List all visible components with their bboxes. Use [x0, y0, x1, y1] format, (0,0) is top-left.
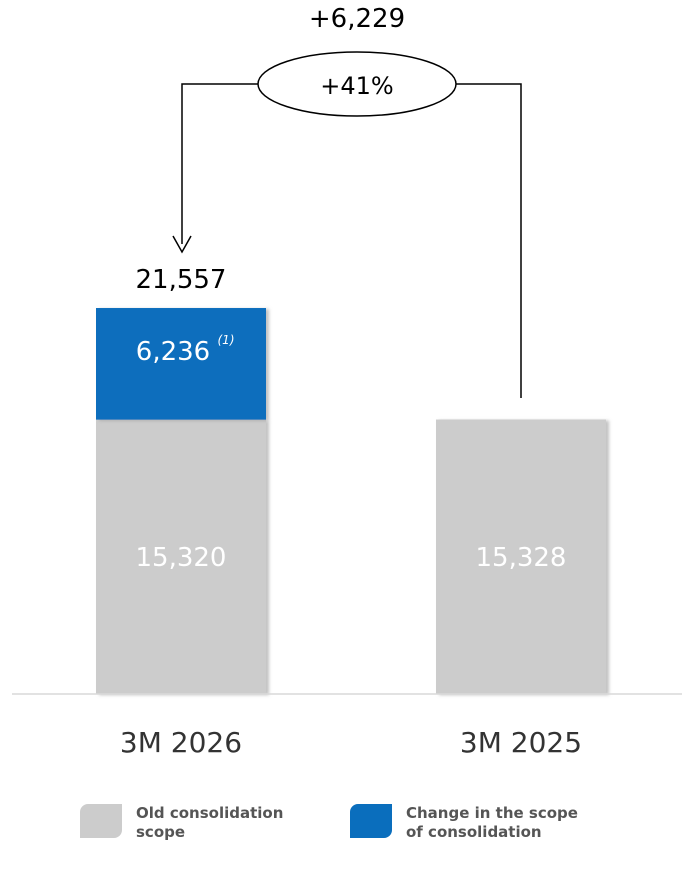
- bar-scope-change: [96, 308, 266, 420]
- legend-label-old-scope: Old consolidation scope: [136, 804, 284, 841]
- legend-swatch-old-scope: [80, 804, 122, 838]
- change-absolute: +6,229: [309, 4, 405, 34]
- legend-swatch-scope-change: [350, 804, 392, 838]
- bar-total-label: 21,557: [136, 265, 227, 295]
- arrow-head-icon: [172, 235, 192, 254]
- bar-old-scope: [96, 419, 266, 694]
- bar-value-label: 15,328: [476, 543, 567, 573]
- bar-chart: 15,320 6,236 (1) 21,557 3M 2026 15,328 3M 2025…: [12, 4, 682, 759]
- change-percent: +41%: [320, 72, 393, 100]
- bar-value-label: 6,236: [136, 337, 210, 367]
- legend-item-old-scope: Old consolidation scope: [80, 804, 316, 842]
- category-label: 3M 2026: [120, 726, 242, 759]
- change-connector: [181, 83, 522, 398]
- legend-item-scope-change: Change in the scope of consolidation: [350, 804, 586, 842]
- footnote-marker: (1): [218, 333, 235, 347]
- bar-old-scope: [436, 419, 606, 694]
- bar-value-label: 15,320: [136, 543, 227, 573]
- category-label: 3M 2025: [460, 726, 582, 759]
- legend-label-scope-change: Change in the scope of consolidation: [406, 804, 578, 841]
- change-ellipse: [257, 51, 457, 117]
